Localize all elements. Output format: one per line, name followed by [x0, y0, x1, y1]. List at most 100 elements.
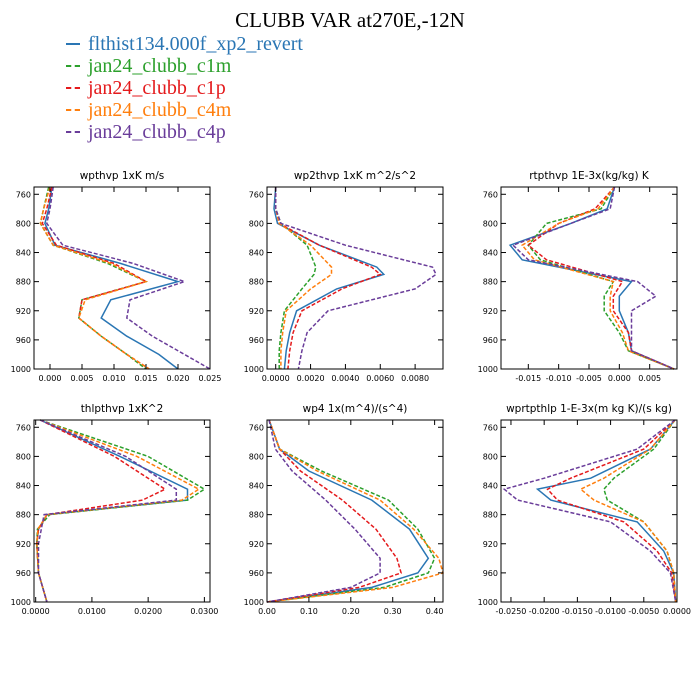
legend-label: jan24_clubb_c1p — [88, 76, 226, 99]
x-tick-label: -0.0250 — [496, 607, 527, 616]
series-line — [579, 419, 677, 603]
panel-title: wpthvp 1xK m/s — [80, 170, 165, 182]
plot-frame — [500, 419, 678, 603]
y-tick-label: 880 — [483, 511, 498, 520]
series-line — [546, 419, 677, 603]
x-tick-label: 0.020 — [167, 374, 190, 383]
series-line — [266, 419, 403, 603]
y-tick-label: 840 — [249, 482, 264, 491]
legend-swatch — [66, 87, 80, 89]
y-tick-label: 760 — [249, 190, 264, 199]
y-tick-label: 1000 — [244, 598, 264, 607]
y-tick-label: 1000 — [244, 365, 264, 374]
series-line — [266, 419, 436, 603]
y-tick-label: 800 — [249, 219, 264, 228]
y-tick-label: 800 — [483, 219, 498, 228]
y-tick-label: 960 — [249, 569, 264, 578]
x-tick-label: 0.10 — [300, 607, 318, 616]
x-tick-label: 0.0020 — [297, 374, 325, 383]
panel-title: thlpthvp 1xK^2 — [81, 403, 164, 415]
x-tick-label: 0.0040 — [331, 374, 359, 383]
y-tick-label: 760 — [249, 423, 264, 432]
series-line — [274, 187, 382, 370]
y-tick-label: 920 — [249, 307, 264, 316]
y-tick-label: 800 — [483, 452, 498, 461]
plot-frame — [266, 186, 444, 370]
series-line — [266, 419, 444, 603]
series-line — [274, 187, 317, 369]
y-tick-label: 960 — [16, 336, 31, 345]
series-line — [44, 186, 181, 370]
x-tick-label: 0.000 — [608, 374, 631, 383]
y-tick-label: 960 — [483, 336, 498, 345]
legend-item: flthist134.000f_xp2_revert — [66, 33, 303, 55]
y-tick-label: 760 — [483, 190, 498, 199]
x-tick-label: -0.010 — [546, 374, 572, 383]
legend-label: jan24_clubb_c4m — [88, 98, 232, 121]
x-tick-label: -0.0100 — [595, 607, 626, 616]
panel-title: rtpthvp 1E-3x(kg/kg) K — [529, 170, 650, 182]
y-tick-label: 880 — [16, 511, 31, 520]
legend-item: jan24_clubb_c1m — [66, 55, 303, 77]
y-tick-label: 760 — [483, 423, 498, 432]
series-line — [266, 419, 381, 603]
series-line — [511, 186, 675, 370]
plot-frame — [500, 186, 678, 370]
x-tick-label: 0.0000 — [663, 607, 691, 616]
y-tick-label: 840 — [483, 249, 498, 258]
x-tick-label: 0.025 — [199, 374, 222, 383]
x-tick-label: 0.015 — [135, 374, 158, 383]
series-line — [274, 187, 333, 369]
panel-title: wp2thvp 1xK m^2/s^2 — [294, 170, 416, 182]
legend-swatch — [66, 43, 80, 45]
series-line — [39, 186, 149, 370]
series-line — [273, 186, 386, 370]
legend-label: jan24_clubb_c1m — [88, 54, 232, 77]
x-tick-label: 0.0060 — [366, 374, 394, 383]
x-tick-label: 0.0000 — [22, 607, 50, 616]
series-line — [535, 419, 677, 603]
plot-frame — [33, 186, 211, 370]
legend-label: jan24_clubb_c4p — [88, 120, 226, 143]
x-tick-label: 0.0080 — [401, 374, 429, 383]
y-tick-label: 800 — [16, 452, 31, 461]
y-tick-label: 840 — [16, 249, 31, 258]
x-tick-label: 0.0200 — [134, 607, 162, 616]
series-line — [36, 419, 189, 603]
plot-frame — [33, 419, 211, 603]
y-tick-label: 840 — [16, 482, 31, 491]
y-tick-label: 920 — [16, 307, 31, 316]
series-line — [274, 187, 437, 370]
series-line — [508, 186, 675, 370]
y-tick-label: 880 — [483, 278, 498, 287]
y-tick-label: 800 — [249, 452, 264, 461]
x-tick-label: 0.000 — [39, 374, 62, 383]
x-tick-label: 0.30 — [384, 607, 402, 616]
y-tick-label: 760 — [16, 190, 31, 199]
panel-title: wprtpthlp 1-E-3x(m kg K)/(s kg) — [506, 403, 672, 415]
series-line — [39, 186, 150, 370]
series-line — [266, 419, 430, 603]
legend-item: jan24_clubb_c4m — [66, 99, 303, 121]
y-tick-label: 1000 — [11, 598, 31, 607]
x-tick-label: 0.005 — [638, 374, 661, 383]
y-tick-label: 1000 — [478, 365, 498, 374]
x-tick-label: 0.0100 — [78, 607, 106, 616]
y-tick-label: 800 — [16, 219, 31, 228]
y-tick-label: 960 — [16, 569, 31, 578]
panel-title: wp4 1x(m^4)/(s^4) — [303, 403, 408, 415]
y-tick-label: 840 — [483, 482, 498, 491]
legend: flthist134.000f_xp2_revert jan24_clubb_c… — [66, 33, 303, 143]
y-tick-label: 880 — [249, 278, 264, 287]
x-tick-label: 0.0300 — [190, 607, 218, 616]
x-tick-label: 0.010 — [103, 374, 126, 383]
x-tick-label: -0.005 — [576, 374, 602, 383]
x-tick-label: -0.0150 — [562, 607, 593, 616]
legend-swatch — [66, 65, 80, 67]
x-tick-label: 0.005 — [71, 374, 94, 383]
chart-title: CLUBB VAR at270E,-12N — [235, 8, 465, 32]
x-tick-label: -0.0200 — [529, 607, 560, 616]
series-line — [36, 419, 206, 603]
y-tick-label: 920 — [483, 307, 498, 316]
